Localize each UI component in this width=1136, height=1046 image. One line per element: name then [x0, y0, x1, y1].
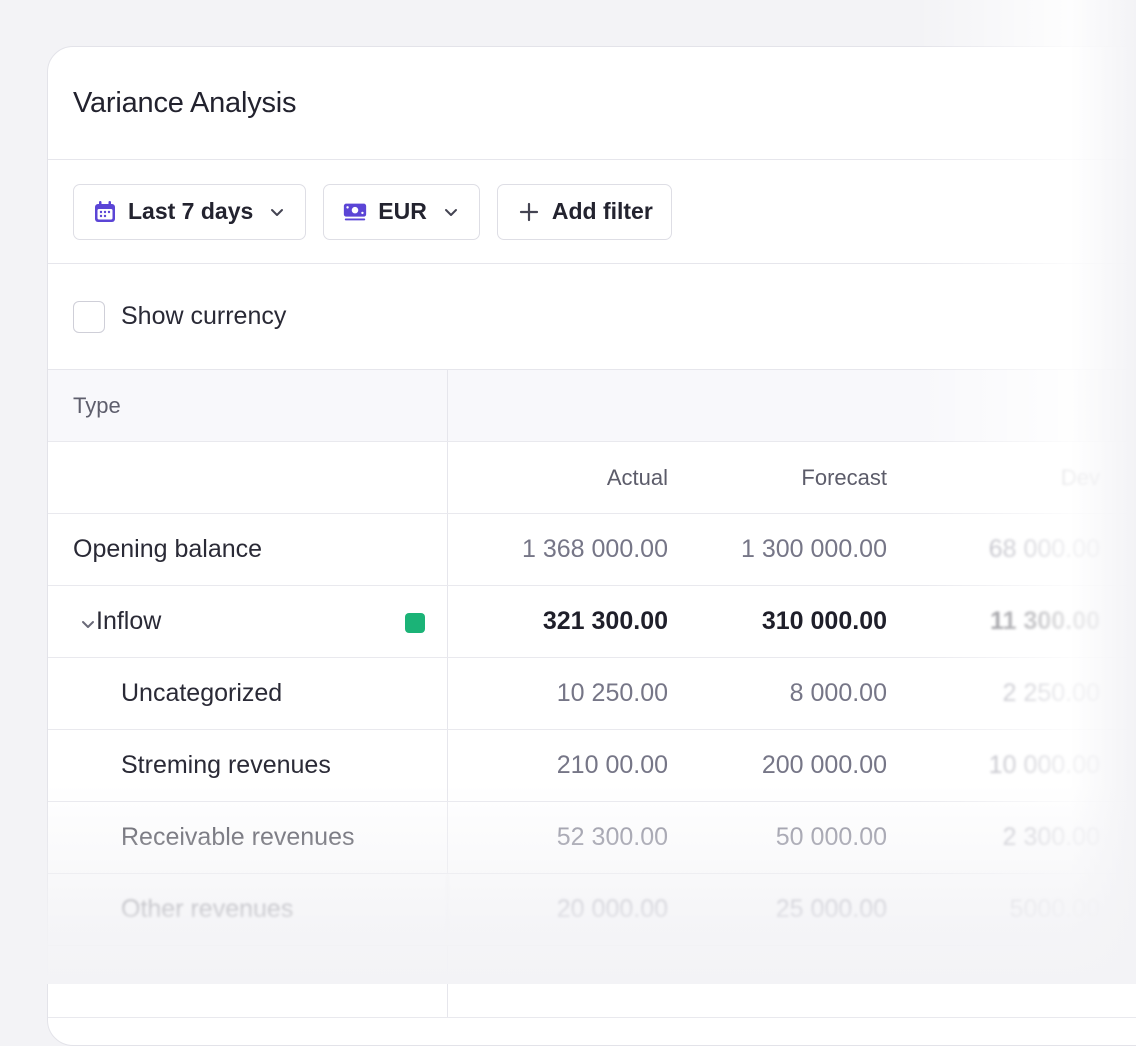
actual-value: 10 250.00: [448, 658, 668, 729]
forecast-column-header[interactable]: Forecast: [668, 442, 887, 513]
actual-value: 52 300.00: [448, 802, 668, 873]
show-currency-checkbox[interactable]: [73, 301, 105, 333]
plus-icon: [516, 199, 542, 225]
row-label: Opening balance: [48, 514, 448, 585]
add-filter-button[interactable]: Add filter: [497, 184, 672, 240]
category-color-badge: [405, 613, 425, 633]
filter-toolbar: Last 7 days EUR: [48, 160, 1136, 264]
deviation-value: 68 000.00: [887, 514, 1100, 585]
money-icon: [342, 199, 368, 225]
table-row[interactable]: Receivable revenues 52 300.00 50 000.00 …: [48, 802, 1136, 874]
deviation-value: 11 300.00: [887, 586, 1100, 657]
type-column-header: Type: [48, 370, 448, 441]
row-label: Other revenues: [48, 874, 448, 945]
chevron-down-icon: [267, 202, 287, 222]
forecast-value: 25 000.00: [668, 874, 887, 945]
deviation-column-header[interactable]: Dev: [887, 442, 1100, 513]
table-row-hidden: [48, 946, 1136, 1018]
card-header: Variance Analysis: [48, 47, 1136, 160]
forecast-value: 8 000.00: [668, 658, 887, 729]
table-group-header: Type: [48, 370, 1136, 442]
variance-analysis-card: Variance Analysis Last 7 days: [47, 46, 1136, 1046]
forecast-value: 1 300 000.00: [668, 514, 887, 585]
actual-value: 20 000.00: [448, 874, 668, 945]
forecast-value: 200 000.00: [668, 730, 887, 801]
forecast-value: 310 000.00: [668, 586, 887, 657]
row-label: Streming revenues: [48, 730, 448, 801]
table-row[interactable]: Streming revenues 210 00.00 200 000.00 1…: [48, 730, 1136, 802]
chevron-down-icon: [441, 202, 461, 222]
row-label: Uncategorized: [48, 658, 448, 729]
table-row[interactable]: Other revenues 20 000.00 25 000.00 5000.…: [48, 874, 1136, 946]
currency-label: EUR: [378, 198, 427, 225]
actual-column-header[interactable]: Actual: [448, 442, 668, 513]
page-title: Variance Analysis: [73, 87, 296, 120]
date-range-label: Last 7 days: [128, 198, 253, 225]
row-label-empty: [48, 946, 448, 1017]
variance-table: Type Actual Forecast Dev Opening balance…: [48, 370, 1136, 1018]
calendar-icon: [92, 199, 118, 225]
forecast-value: 50 000.00: [668, 802, 887, 873]
date-range-dropdown[interactable]: Last 7 days: [73, 184, 306, 240]
header-name-cell: [48, 442, 448, 513]
inflow-label-cell: Inflow: [48, 586, 448, 657]
add-filter-label: Add filter: [552, 198, 653, 225]
options-bar: Show currency: [48, 264, 1136, 370]
actual-value: 210 00.00: [448, 730, 668, 801]
chevron-down-icon[interactable]: [78, 612, 98, 632]
show-currency-label: Show currency: [121, 302, 286, 331]
deviation-value: 10 000.00: [887, 730, 1100, 801]
deviation-value: 2 300.00: [887, 802, 1100, 873]
table-row[interactable]: Uncategorized 10 250.00 8 000.00 2 250.0…: [48, 658, 1136, 730]
table-row-inflow[interactable]: Inflow 321 300.00 310 000.00 11 300.00: [48, 586, 1136, 658]
row-label: Receivable revenues: [48, 802, 448, 873]
row-label: Inflow: [96, 607, 161, 636]
actual-value: 321 300.00: [448, 586, 668, 657]
deviation-value: 2 250.00: [887, 658, 1100, 729]
currency-dropdown[interactable]: EUR: [323, 184, 480, 240]
group-header-spacer: [448, 370, 1136, 441]
deviation-value: 5000.00: [887, 874, 1100, 945]
table-row[interactable]: Opening balance 1 368 000.00 1 300 000.0…: [48, 514, 1136, 586]
actual-value: 1 368 000.00: [448, 514, 668, 585]
table-header-row: Actual Forecast Dev: [48, 442, 1136, 514]
